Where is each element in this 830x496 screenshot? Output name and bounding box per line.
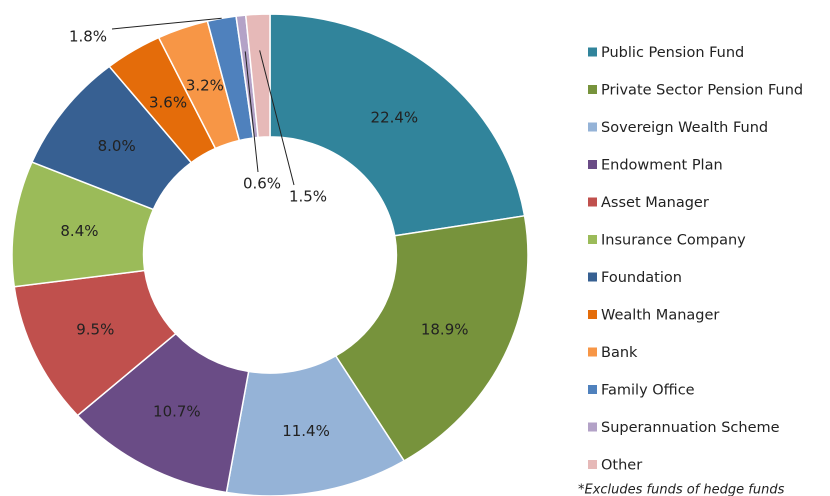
legend-label: Wealth Manager (601, 308, 719, 324)
data-label: 9.5% (76, 320, 114, 338)
legend-swatch (588, 197, 597, 207)
legend-swatch (588, 347, 597, 357)
legend-label: Other (601, 458, 642, 474)
legend-label: Superannuation Scheme (601, 420, 780, 436)
slice (244, 13, 271, 139)
legend-label: Endowment Plan (601, 158, 723, 174)
data-label: 3.6% (149, 93, 187, 111)
data-label: 11.4% (282, 422, 330, 440)
data-label: 8.0% (98, 137, 136, 155)
data-label: 8.4% (60, 222, 98, 240)
leader-line (259, 50, 295, 186)
data-label: 3.2% (186, 77, 224, 95)
legend-swatch (588, 460, 597, 469)
legend-label: Bank (601, 345, 638, 361)
legend-swatch (588, 422, 597, 432)
leader-line (111, 17, 222, 30)
data-label: 10.7% (153, 403, 201, 421)
legend-swatch (588, 272, 597, 282)
legend-swatch (588, 310, 597, 319)
legend-label: Insurance Company (601, 233, 746, 249)
data-label: 0.6% (243, 175, 281, 193)
footnote: *Excludes funds of hedge funds (578, 483, 785, 496)
legend-swatch (588, 122, 597, 132)
legend-swatch (588, 385, 597, 394)
slice (269, 13, 526, 237)
legend-label: Family Office (601, 383, 695, 399)
legend-swatch (588, 235, 597, 244)
legend-label: Foundation (601, 270, 682, 286)
slice (334, 214, 529, 462)
data-label: 22.4% (371, 109, 419, 127)
data-label: 1.8% (69, 28, 107, 46)
legend-swatch (588, 160, 597, 169)
legend-label: Public Pension Fund (601, 45, 744, 61)
legend-label: Private Sector Pension Fund (601, 83, 803, 99)
legend-label: Sovereign Wealth Fund (601, 120, 768, 136)
data-label: 1.5% (289, 188, 327, 206)
legend-swatch (588, 47, 597, 57)
leader-line (244, 51, 259, 173)
legend-label: Asset Manager (601, 195, 709, 211)
data-label: 18.9% (421, 320, 469, 338)
legend-swatch (588, 85, 597, 94)
